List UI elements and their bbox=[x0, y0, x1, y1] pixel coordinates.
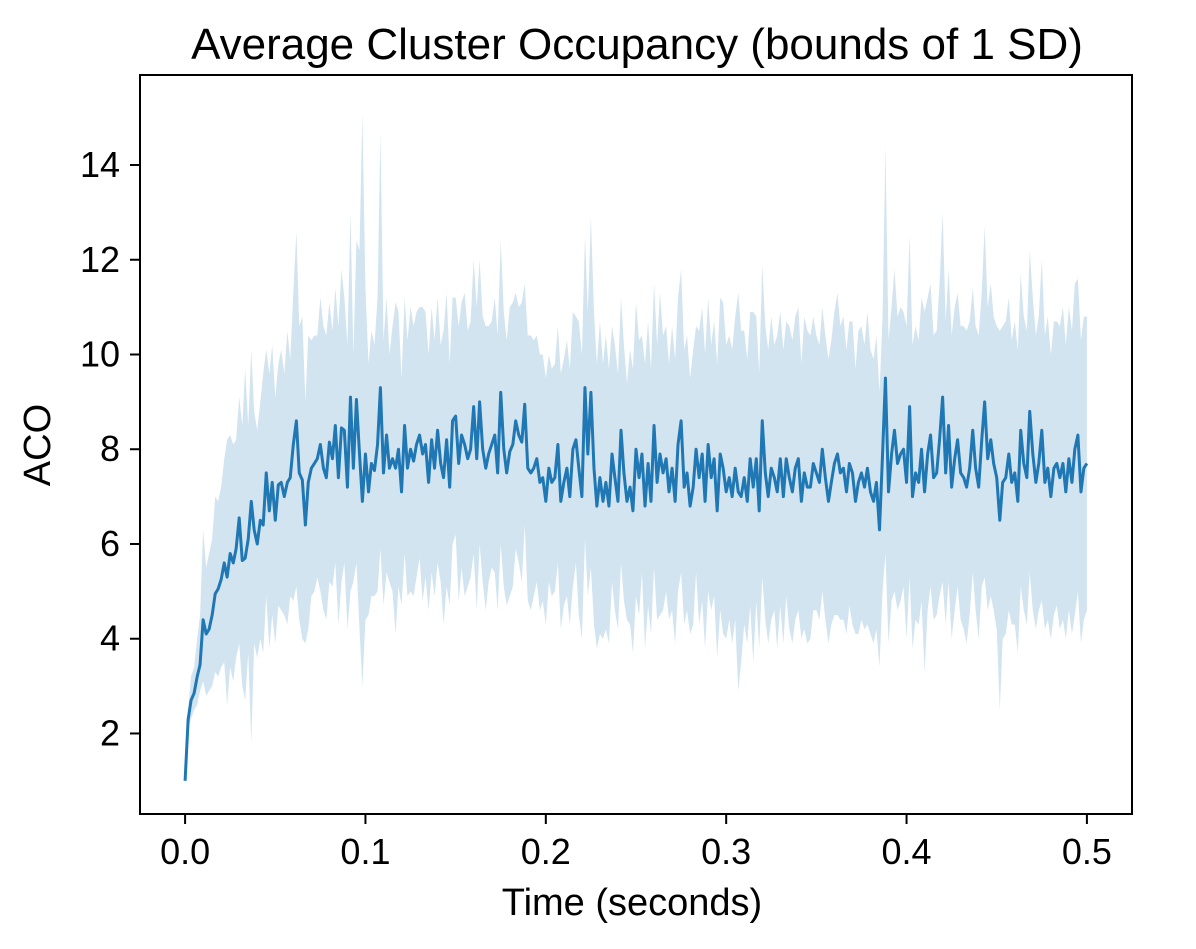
y-axis-label: ACO bbox=[17, 404, 59, 486]
x-axis: 0.0 0.1 0.2 0.3 0.4 0.5 bbox=[160, 814, 1112, 872]
x-tick-label: 0.2 bbox=[521, 831, 571, 872]
x-tick-label: 0.5 bbox=[1062, 831, 1112, 872]
y-tick-label: 2 bbox=[100, 712, 120, 753]
chart-title: Average Cluster Occupancy (bounds of 1 S… bbox=[191, 20, 1083, 69]
plot-frame bbox=[139, 74, 1133, 815]
x-tick-label: 0.1 bbox=[340, 831, 390, 872]
y-tick-label: 14 bbox=[80, 144, 120, 185]
y-axis: 2 4 6 8 10 12 14 bbox=[80, 144, 140, 753]
plot-area bbox=[183, 112, 1089, 781]
y-tick-label: 4 bbox=[100, 618, 120, 659]
y-tick-label: 8 bbox=[100, 428, 120, 469]
x-tick-label: 0.0 bbox=[160, 831, 210, 872]
y-tick-label: 12 bbox=[80, 239, 120, 280]
sd-band bbox=[185, 112, 1087, 781]
mean-line bbox=[183, 376, 1089, 781]
x-tick-label: 0.4 bbox=[882, 831, 932, 872]
y-tick-label: 10 bbox=[80, 333, 120, 374]
x-axis-label: Time (seconds) bbox=[502, 882, 762, 924]
y-tick-label: 6 bbox=[100, 523, 120, 564]
x-tick-label: 0.3 bbox=[701, 831, 751, 872]
